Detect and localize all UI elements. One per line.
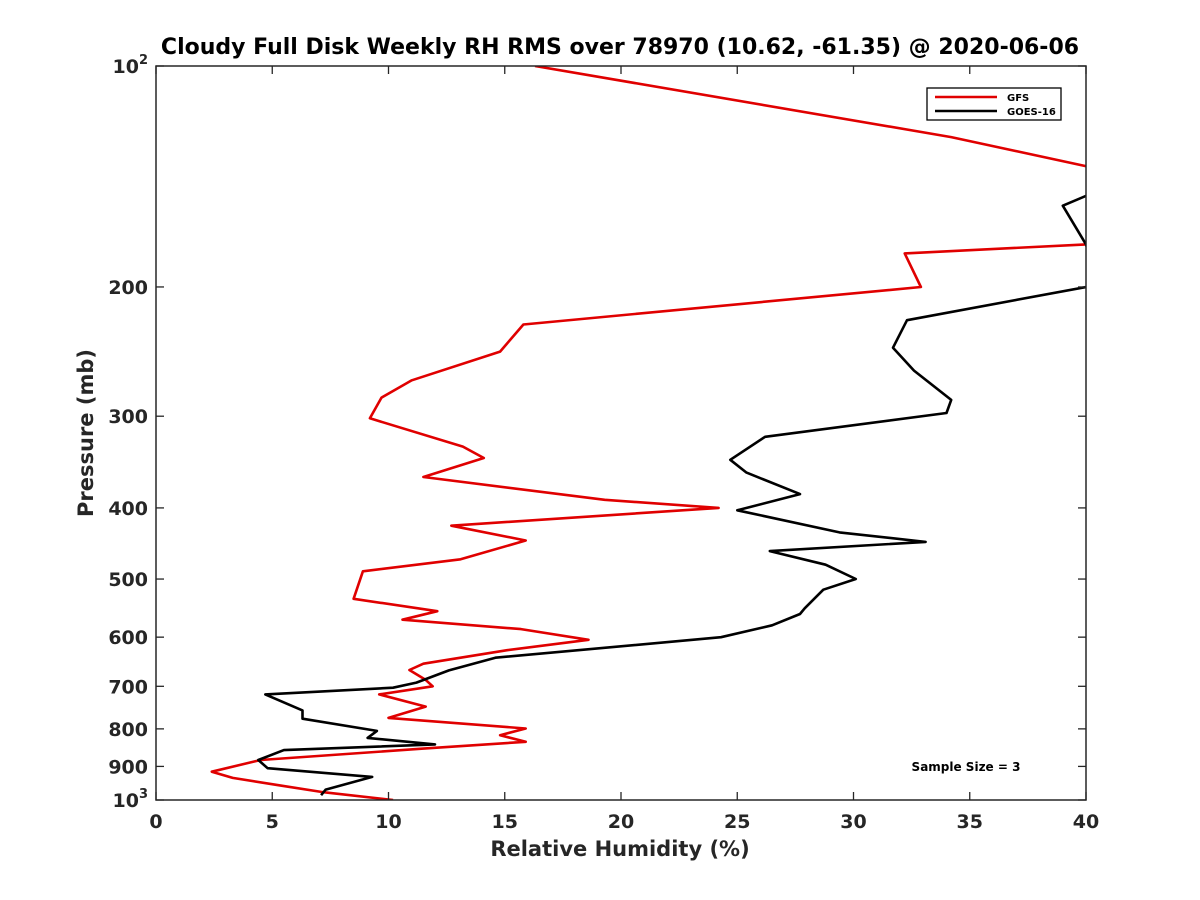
y-axis-label: Pressure (mb) bbox=[74, 349, 98, 517]
y-tick-label: 300 bbox=[108, 406, 148, 428]
x-tick-label: 0 bbox=[149, 811, 162, 833]
y-tick-label: 600 bbox=[108, 627, 148, 649]
y-tick-label: 500 bbox=[108, 569, 148, 591]
x-tick-label: 15 bbox=[492, 811, 518, 833]
x-tick-label: 35 bbox=[957, 811, 983, 833]
y-tick-label: 102 bbox=[113, 53, 149, 78]
x-tick-label: 40 bbox=[1073, 811, 1099, 833]
legend-box bbox=[926, 87, 1062, 121]
chart-title: Cloudy Full Disk Weekly RH RMS over 7897… bbox=[161, 35, 1079, 60]
y-tick-label: 400 bbox=[108, 498, 148, 520]
series-layer bbox=[210, 66, 1086, 800]
y-tick-label: 900 bbox=[108, 756, 148, 778]
series-line-gfs bbox=[210, 66, 1086, 800]
y-tick-label: 103 bbox=[113, 787, 149, 812]
x-tick-label: 25 bbox=[724, 811, 750, 833]
x-tick-label: 30 bbox=[840, 811, 866, 833]
plot-frame bbox=[155, 65, 1087, 801]
y-axis-ticks: 102 200 300 400 500 600 700 800 900 103 bbox=[108, 53, 1086, 812]
series-line-goes-16 bbox=[257, 194, 1086, 797]
sample-size-note: Sample Size = 3 bbox=[912, 760, 1021, 774]
legend: GFS GOES-16 bbox=[926, 87, 1062, 121]
y-tick-label: 200 bbox=[108, 277, 148, 299]
legend-label: GOES-16 bbox=[1007, 107, 1056, 118]
x-axis-label: Relative Humidity (%) bbox=[490, 837, 749, 861]
y-tick-label: 800 bbox=[108, 719, 148, 741]
x-axis-ticks: 0 5 10 15 20 25 30 35 40 bbox=[149, 66, 1099, 833]
x-tick-label: 20 bbox=[608, 811, 634, 833]
x-tick-label: 5 bbox=[266, 811, 279, 833]
legend-label: GFS bbox=[1007, 93, 1029, 104]
x-tick-label: 10 bbox=[375, 811, 401, 833]
y-tick-label: 700 bbox=[108, 676, 148, 698]
